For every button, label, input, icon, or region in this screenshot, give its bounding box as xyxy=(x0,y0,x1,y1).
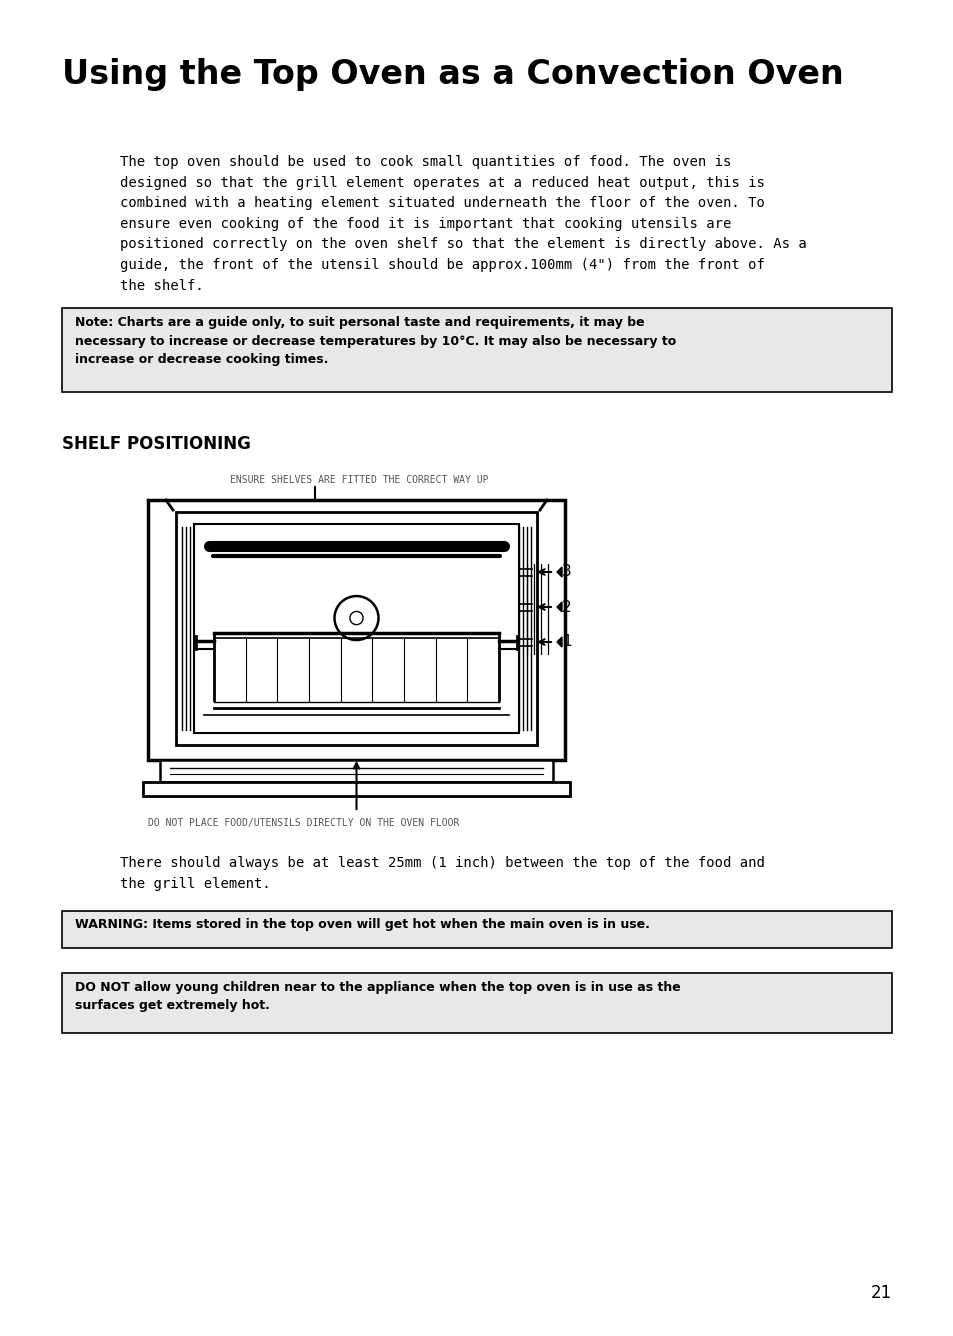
Text: 1: 1 xyxy=(561,635,571,649)
Polygon shape xyxy=(557,637,561,647)
Text: 2: 2 xyxy=(561,600,571,615)
Polygon shape xyxy=(557,603,561,612)
Polygon shape xyxy=(557,566,561,577)
Text: DO NOT allow young children near to the appliance when the top oven is in use as: DO NOT allow young children near to the … xyxy=(75,981,680,1013)
Text: WARNING: Items stored in the top oven will get hot when the main oven is in use.: WARNING: Items stored in the top oven wi… xyxy=(75,918,649,931)
Text: There should always be at least 25mm (1 inch) between the top of the food and
th: There should always be at least 25mm (1 … xyxy=(120,856,764,891)
Text: ENSURE SHELVES ARE FITTED THE CORRECT WAY UP: ENSURE SHELVES ARE FITTED THE CORRECT WA… xyxy=(230,476,488,485)
Text: Note: Charts are a guide only, to suit personal taste and requirements, it may b: Note: Charts are a guide only, to suit p… xyxy=(75,317,676,366)
Bar xyxy=(62,973,891,1033)
Bar xyxy=(193,524,518,733)
Bar xyxy=(175,512,537,745)
Circle shape xyxy=(350,612,363,625)
Text: The top oven should be used to cook small quantities of food. The oven is
design: The top oven should be used to cook smal… xyxy=(120,155,806,293)
Text: DO NOT PLACE FOOD/UTENSILS DIRECTLY ON THE OVEN FLOOR: DO NOT PLACE FOOD/UTENSILS DIRECTLY ON T… xyxy=(148,818,459,828)
Text: Using the Top Oven as a Convection Oven: Using the Top Oven as a Convection Oven xyxy=(62,57,842,91)
Text: SHELF POSITIONING: SHELF POSITIONING xyxy=(62,436,251,453)
Bar xyxy=(62,911,891,949)
Bar xyxy=(160,760,553,782)
Text: 3: 3 xyxy=(561,565,571,580)
Bar xyxy=(148,500,564,760)
Text: 21: 21 xyxy=(870,1284,891,1303)
Bar xyxy=(62,309,891,391)
Bar xyxy=(143,782,569,796)
Circle shape xyxy=(335,596,378,640)
